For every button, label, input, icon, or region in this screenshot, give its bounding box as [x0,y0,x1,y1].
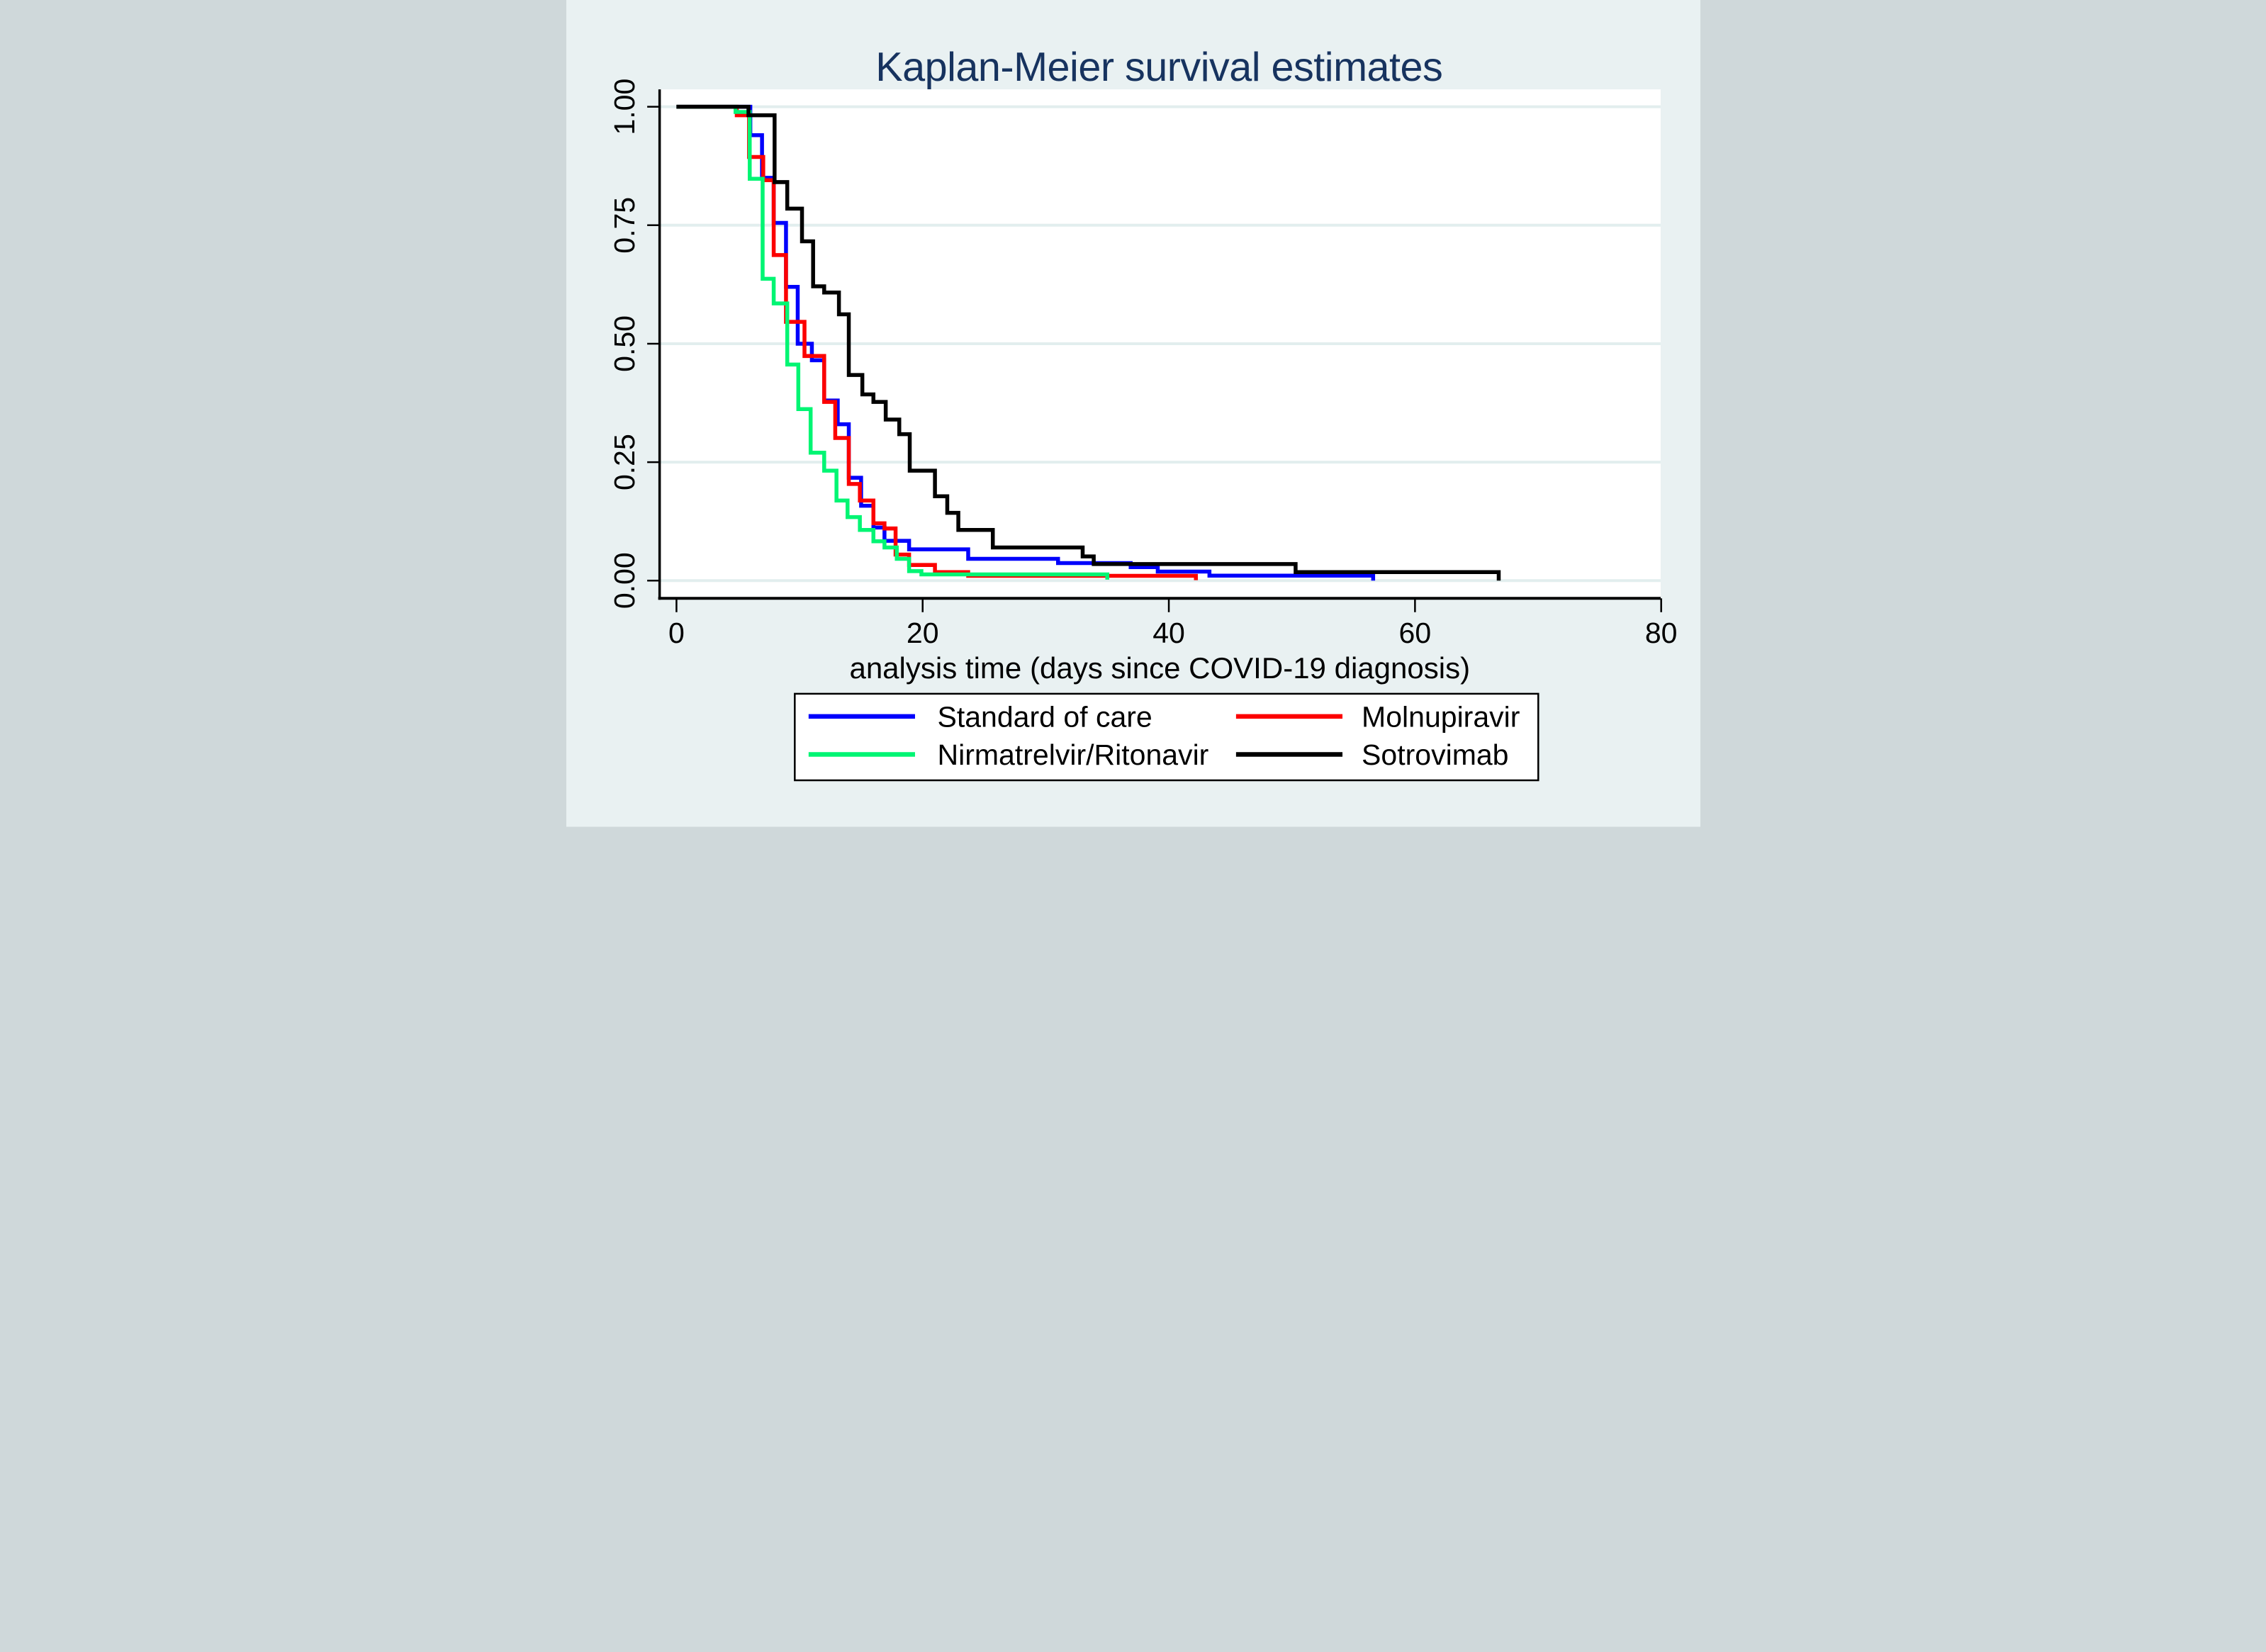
curve-sotrovimab [675,104,1501,581]
curve-nirmatrelvir-ritonavir [675,104,1109,580]
legend-box [793,692,1539,782]
x-tick-label: 80 [1644,617,1677,649]
legend-label: Molnupiravir [1362,700,1520,733]
tick-marks [646,106,1662,612]
legend-items: Standard of care Molnupiravir Nirmatrelvir… [808,700,1520,771]
axes [658,89,1661,600]
legend-label: Sotrovimab [1362,738,1508,771]
legend: Standard of care Molnupiravir Nirmatrelvir… [793,692,1539,782]
y-tick-label: 0.00 [607,552,640,609]
x-tick-label: 60 [1398,617,1431,649]
survival-curves [675,104,1501,581]
y-tick-label: 1.00 [607,79,640,135]
x-tick-label: 20 [906,617,938,649]
legend-label: Standard of care [937,700,1152,733]
km-survival-figure: 1.00 0.75 0.50 0.25 0.00 0 20 40 60 80 Kaplan-Mei… [566,0,1700,827]
curve-molnupiravir [675,104,1198,580]
x-axis-title: analysis time (days since COVID-19 diagn… [849,651,1470,685]
legend-label: Nirmatrelvir/Ritonavir [937,738,1208,771]
y-tick-label: 0.75 [607,197,640,254]
km-survival-chart: 1.00 0.75 0.50 0.25 0.00 0 20 40 60 80 Kaplan-Mei… [566,0,1700,827]
tick-labels: 1.00 0.75 0.50 0.25 0.00 0 20 40 60 80 [607,79,1677,649]
chart-title: Kaplan-Meier survival estimates [875,45,1442,90]
x-tick-label: 40 [1152,617,1185,649]
x-tick-label: 0 [668,617,684,649]
gridlines [659,105,1661,583]
y-tick-label: 0.25 [607,434,640,490]
y-tick-label: 0.50 [607,315,640,372]
